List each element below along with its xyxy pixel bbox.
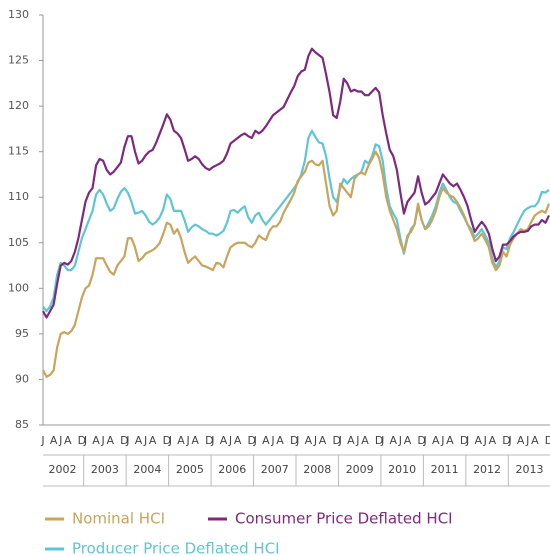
year-label: 2008: [303, 463, 331, 476]
x-tick-label: A: [319, 434, 327, 447]
x-tick-label: A: [390, 434, 398, 447]
year-label: 2002: [48, 463, 76, 476]
y-tick-label: 95: [15, 327, 29, 340]
x-tick-label: D: [290, 434, 298, 447]
y-tick-label: 105: [8, 236, 29, 249]
x-tick-label: A: [191, 434, 199, 447]
x-tick-label: D: [248, 434, 256, 447]
x-tick-label: J: [210, 434, 214, 447]
x-tick-label: A: [262, 434, 270, 447]
series-line: [42, 129, 550, 313]
year-label: 2010: [388, 463, 416, 476]
x-tick-label: J: [483, 434, 487, 447]
x-tick-label: D: [163, 434, 171, 447]
series-line: [42, 150, 550, 378]
year-label: 2007: [261, 463, 289, 476]
x-tick-label: A: [92, 434, 100, 447]
x-tick-label: J: [355, 434, 359, 447]
x-tick-label: J: [295, 434, 299, 447]
year-label: 2009: [346, 463, 374, 476]
year-label: 2006: [218, 463, 246, 476]
x-tick-label: A: [517, 434, 525, 447]
year-label: 2005: [176, 463, 204, 476]
x-tick-label: J: [58, 434, 62, 447]
x-tick-label: J: [465, 434, 469, 447]
y-tick-label: 115: [8, 145, 29, 158]
x-tick-label: A: [474, 434, 482, 447]
x-tick-label: J: [101, 434, 105, 447]
x-tick-label: D: [545, 434, 550, 447]
x-tick-label: J: [143, 434, 147, 447]
y-tick-label: 120: [8, 99, 29, 112]
x-tick-label: J: [125, 434, 129, 447]
x-tick-label: D: [332, 434, 340, 447]
x-tick-label: J: [40, 434, 44, 447]
legend-label: Nominal HCI: [72, 510, 165, 528]
x-tick-label: D: [78, 434, 86, 447]
x-tick-label: J: [185, 434, 189, 447]
y-tick-label: 90: [15, 372, 29, 385]
y-tick-label: 85: [15, 418, 29, 431]
x-tick-label: D: [417, 434, 425, 447]
x-tick-label: J: [525, 434, 529, 447]
year-label: 2011: [431, 463, 459, 476]
x-tick-label: A: [404, 434, 412, 447]
x-tick-label: A: [220, 434, 228, 447]
legend-label: Consumer Price Deflated HCI: [235, 510, 453, 528]
series-line: [42, 47, 550, 319]
x-tick-label: A: [347, 434, 355, 447]
x-tick-label: D: [205, 434, 213, 447]
x-tick-label: D: [502, 434, 510, 447]
x-tick-label: J: [338, 434, 342, 447]
y-tick-label: 130: [8, 8, 29, 21]
x-tick-label: J: [423, 434, 427, 447]
year-label: 2012: [473, 463, 501, 476]
x-tick-label: A: [531, 434, 539, 447]
x-tick-label: J: [253, 434, 257, 447]
x-tick-label: A: [234, 434, 242, 447]
x-tick-label: J: [440, 434, 444, 447]
x-tick-label: A: [361, 434, 369, 447]
x-tick-label: J: [228, 434, 232, 447]
y-tick-label: 110: [8, 190, 29, 203]
year-label: 2004: [133, 463, 161, 476]
x-tick-label: A: [135, 434, 143, 447]
y-tick-label: 125: [8, 54, 29, 67]
x-tick-label: A: [276, 434, 284, 447]
x-tick-label: A: [432, 434, 440, 447]
x-tick-label: D: [120, 434, 128, 447]
x-tick-label: A: [50, 434, 58, 447]
x-tick-label: J: [270, 434, 274, 447]
x-tick-label: A: [64, 434, 72, 447]
x-tick-label: D: [375, 434, 383, 447]
x-tick-label: A: [149, 434, 157, 447]
legend-label: Producer Price Deflated HCI: [72, 540, 280, 556]
x-tick-label: J: [168, 434, 172, 447]
x-tick-label: J: [313, 434, 317, 447]
x-tick-label: A: [305, 434, 313, 447]
x-tick-label: J: [507, 434, 511, 447]
year-label: 2013: [516, 463, 544, 476]
x-tick-label: A: [489, 434, 497, 447]
year-label: 2003: [91, 463, 119, 476]
x-tick-label: J: [398, 434, 402, 447]
y-tick-label: 100: [8, 281, 29, 294]
x-tick-label: D: [460, 434, 468, 447]
x-tick-label: A: [446, 434, 454, 447]
x-tick-label: J: [380, 434, 384, 447]
x-tick-label: A: [106, 434, 114, 447]
x-tick-label: J: [83, 434, 87, 447]
x-tick-label: A: [177, 434, 185, 447]
